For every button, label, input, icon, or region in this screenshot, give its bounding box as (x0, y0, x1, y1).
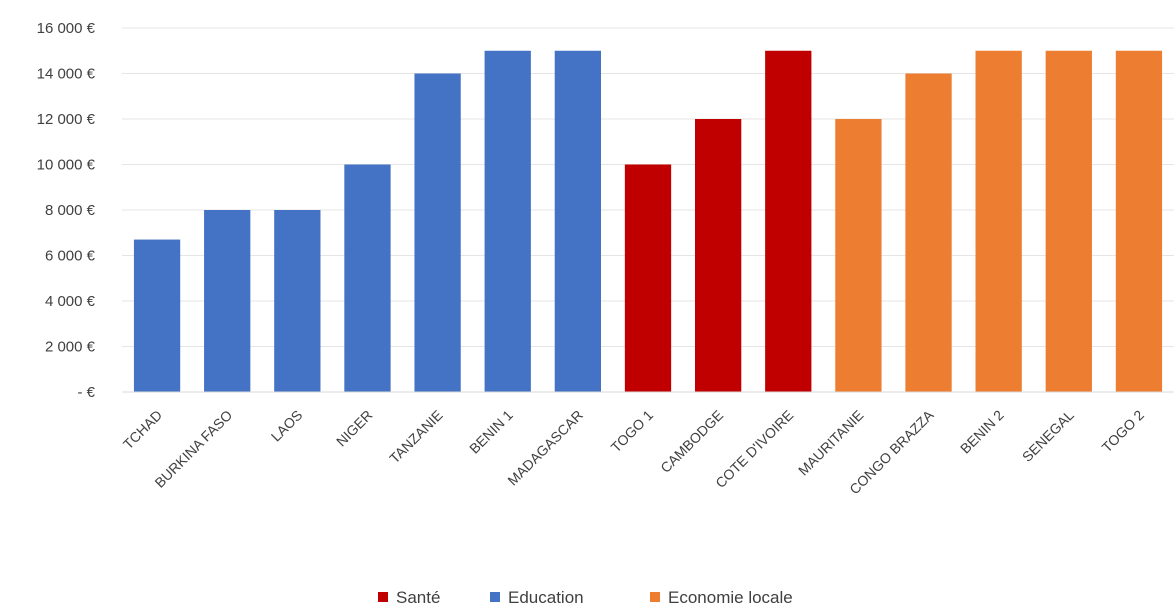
y-tick-label: 16 000 € (37, 20, 96, 37)
y-tick-label: 14 000 € (37, 66, 96, 83)
x-category-label: TOGO 2 (1099, 407, 1148, 456)
y-tick-label: 10 000 € (37, 157, 96, 174)
bar (1115, 50, 1163, 392)
y-tick-label: 6 000 € (45, 248, 96, 265)
x-category-label: SENEGAL (1019, 407, 1077, 465)
x-category-label: BENIN 1 (466, 407, 516, 457)
bar (204, 210, 251, 392)
legend-label: Santé (396, 588, 440, 607)
bar (554, 50, 602, 392)
bar (274, 210, 321, 392)
legend: Santé Education Economie locale (378, 588, 793, 607)
legend-label: Economie locale (668, 588, 793, 607)
bar (344, 164, 391, 392)
x-category-label: TOGO 1 (608, 407, 657, 456)
bar (905, 73, 952, 392)
legend-swatch (378, 592, 388, 602)
bar (414, 73, 461, 392)
x-category-label: CAMBODGE (657, 407, 726, 476)
x-category-label: MADAGASCAR (504, 407, 586, 489)
y-tick-label: 4 000 € (45, 293, 96, 310)
bar (484, 50, 531, 392)
bar (1045, 50, 1092, 392)
x-category-label: TCHAD (120, 407, 165, 452)
y-tick-label: 8 000 € (45, 202, 96, 219)
legend-swatch (490, 592, 500, 602)
legend-swatch (650, 592, 660, 602)
bar (835, 119, 882, 392)
x-category-label: MAURITANIE (795, 407, 867, 479)
bar (133, 239, 181, 392)
x-category-label: TANZANIE (386, 407, 446, 467)
x-category-label: BENIN 2 (957, 407, 1007, 457)
bar (694, 119, 742, 392)
bar (765, 50, 812, 392)
y-tick-label: - € (77, 384, 95, 401)
bar (624, 164, 672, 392)
y-tick-label: 2 000 € (45, 339, 96, 356)
y-tick-label: 12 000 € (37, 111, 96, 128)
x-category-label: NIGER (333, 407, 376, 450)
x-category-label: LAOS (268, 407, 306, 445)
bars (133, 50, 1163, 392)
y-axis-tick-labels: - € 2 000 € 4 000 € 6 000 € 8 000 € 10 000 € 1… (37, 20, 96, 401)
x-category-label: BURKINA FASO (151, 407, 235, 491)
legend-label: Education (508, 588, 584, 607)
bar (975, 50, 1022, 392)
